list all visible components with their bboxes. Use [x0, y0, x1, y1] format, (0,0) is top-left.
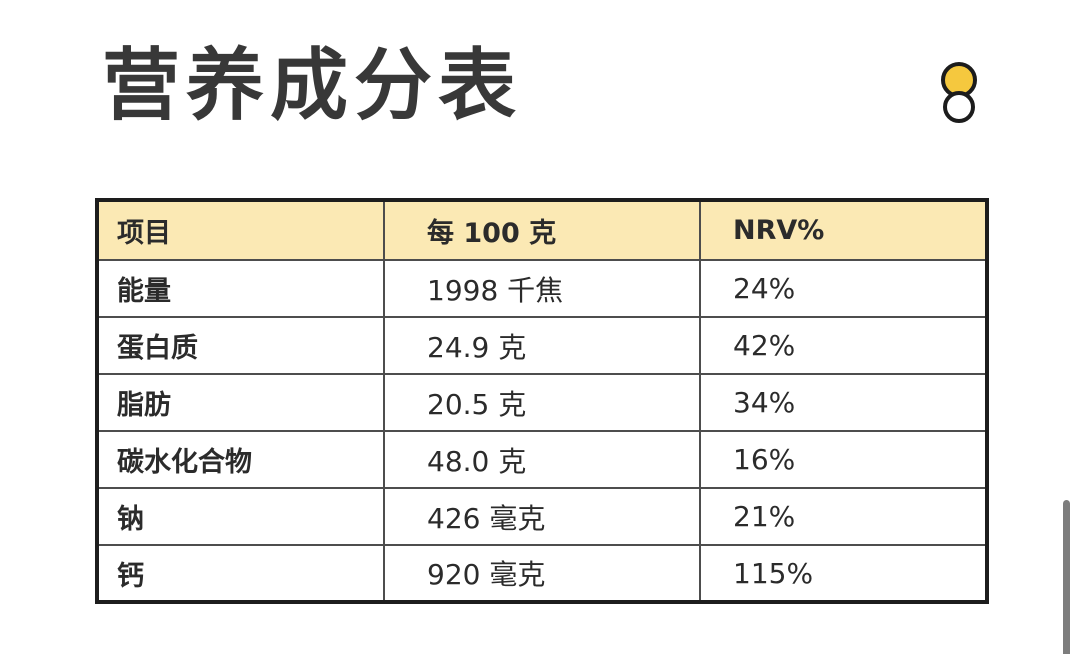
cell-per-100g: 48.0 克 — [383, 430, 701, 489]
cell-item: 钠 — [96, 487, 385, 546]
cell-nrv: 16% — [699, 430, 988, 489]
header-cell-nrv: NRV% — [699, 199, 988, 261]
cell-nrv: 24% — [699, 259, 988, 318]
cell-nrv: 115% — [699, 544, 988, 603]
cell-per-100g: 1998 千焦 — [383, 259, 701, 318]
cell-item: 钙 — [96, 544, 385, 603]
cell-nrv: 34% — [699, 373, 988, 432]
double-circle-icon — [939, 62, 979, 123]
scrollbar-thumb[interactable] — [1063, 500, 1070, 654]
cell-item: 蛋白质 — [96, 316, 385, 375]
logo-bottom-circle — [943, 91, 975, 123]
cell-per-100g: 920 毫克 — [383, 544, 701, 603]
header-cell-per-100g: 每 100 克 — [383, 199, 701, 261]
cell-item: 碳水化合物 — [96, 430, 385, 489]
nutrition-table: 项目 每 100 克 NRV% 能量 1998 千焦 24% 蛋白质 24.9 … — [95, 198, 989, 604]
table-row-calcium: 钙 920 毫克 115% — [96, 544, 988, 603]
table-row-energy: 能量 1998 千焦 24% — [96, 259, 988, 318]
page-title: 营养成分表 — [102, 41, 523, 131]
table-row-carbohydrate: 碳水化合物 48.0 克 16% — [96, 430, 988, 489]
cell-item: 能量 — [96, 259, 385, 318]
table-row-protein: 蛋白质 24.9 克 42% — [96, 316, 988, 375]
cell-per-100g: 20.5 克 — [383, 373, 701, 432]
cell-per-100g: 24.9 克 — [383, 316, 701, 375]
table-row-sodium: 钠 426 毫克 21% — [96, 487, 988, 546]
table-header-row: 项目 每 100 克 NRV% — [96, 199, 988, 261]
cell-item: 脂肪 — [96, 373, 385, 432]
header-cell-item: 项目 — [96, 199, 385, 261]
table-row-fat: 脂肪 20.5 克 34% — [96, 373, 988, 432]
cell-nrv: 42% — [699, 316, 988, 375]
cell-nrv: 21% — [699, 487, 988, 546]
cell-per-100g: 426 毫克 — [383, 487, 701, 546]
